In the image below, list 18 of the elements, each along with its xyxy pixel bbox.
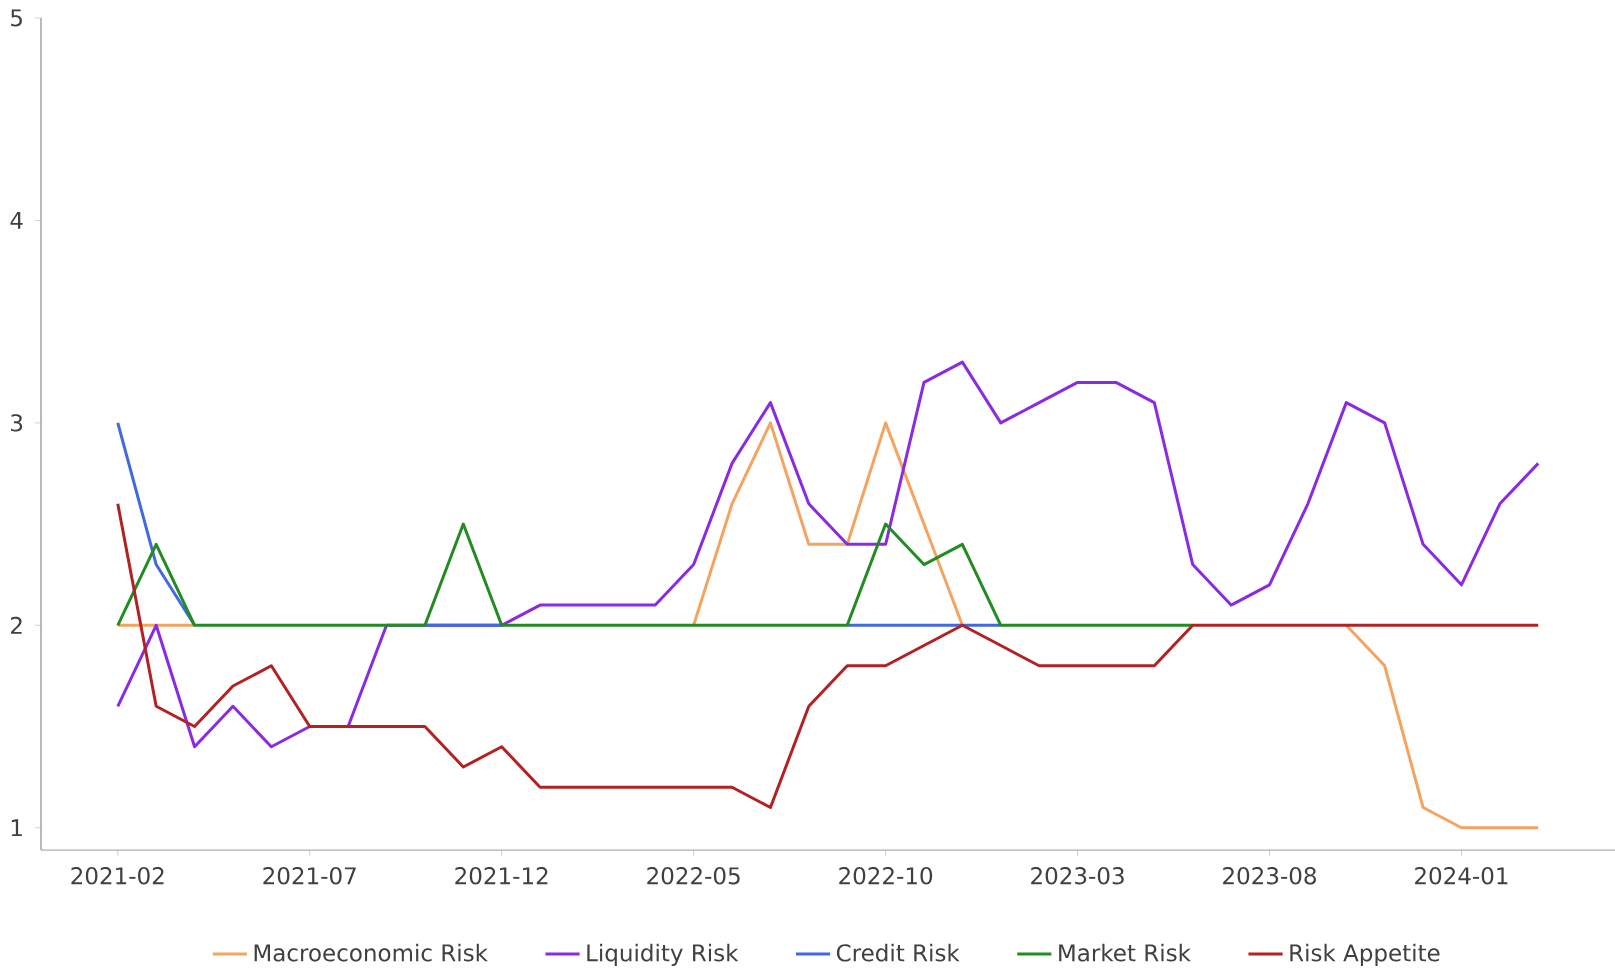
legend-label: Macroeconomic Risk (254, 943, 488, 962)
legend-label: Risk Appetite (1290, 943, 1440, 967)
legend-label: Liquidity Risk (587, 943, 739, 967)
x-tick-label: 2023-03 (1031, 867, 1124, 885)
x-tick-label: 2021-02 (71, 867, 164, 885)
legend-label: Market Risk (1059, 943, 1191, 962)
x-tick-label: 2024-01 (1415, 867, 1508, 885)
y-tick-label: 4 (10, 212, 23, 229)
x-tick-label: 2021-07 (263, 867, 356, 885)
y-tick-label: 5 (11, 9, 22, 27)
x-tick-label: 2022-05 (647, 867, 740, 885)
y-tick-label: 1 (11, 819, 22, 837)
x-tick-label: 2022-10 (839, 867, 933, 885)
y-tick-label: 2 (11, 616, 22, 634)
x-tick-label: 2021-12 (455, 867, 548, 885)
x-tick-label: 2023-08 (1223, 867, 1316, 885)
legend-label: Credit Risk (836, 943, 960, 962)
y-tick-label: 3 (11, 414, 23, 432)
